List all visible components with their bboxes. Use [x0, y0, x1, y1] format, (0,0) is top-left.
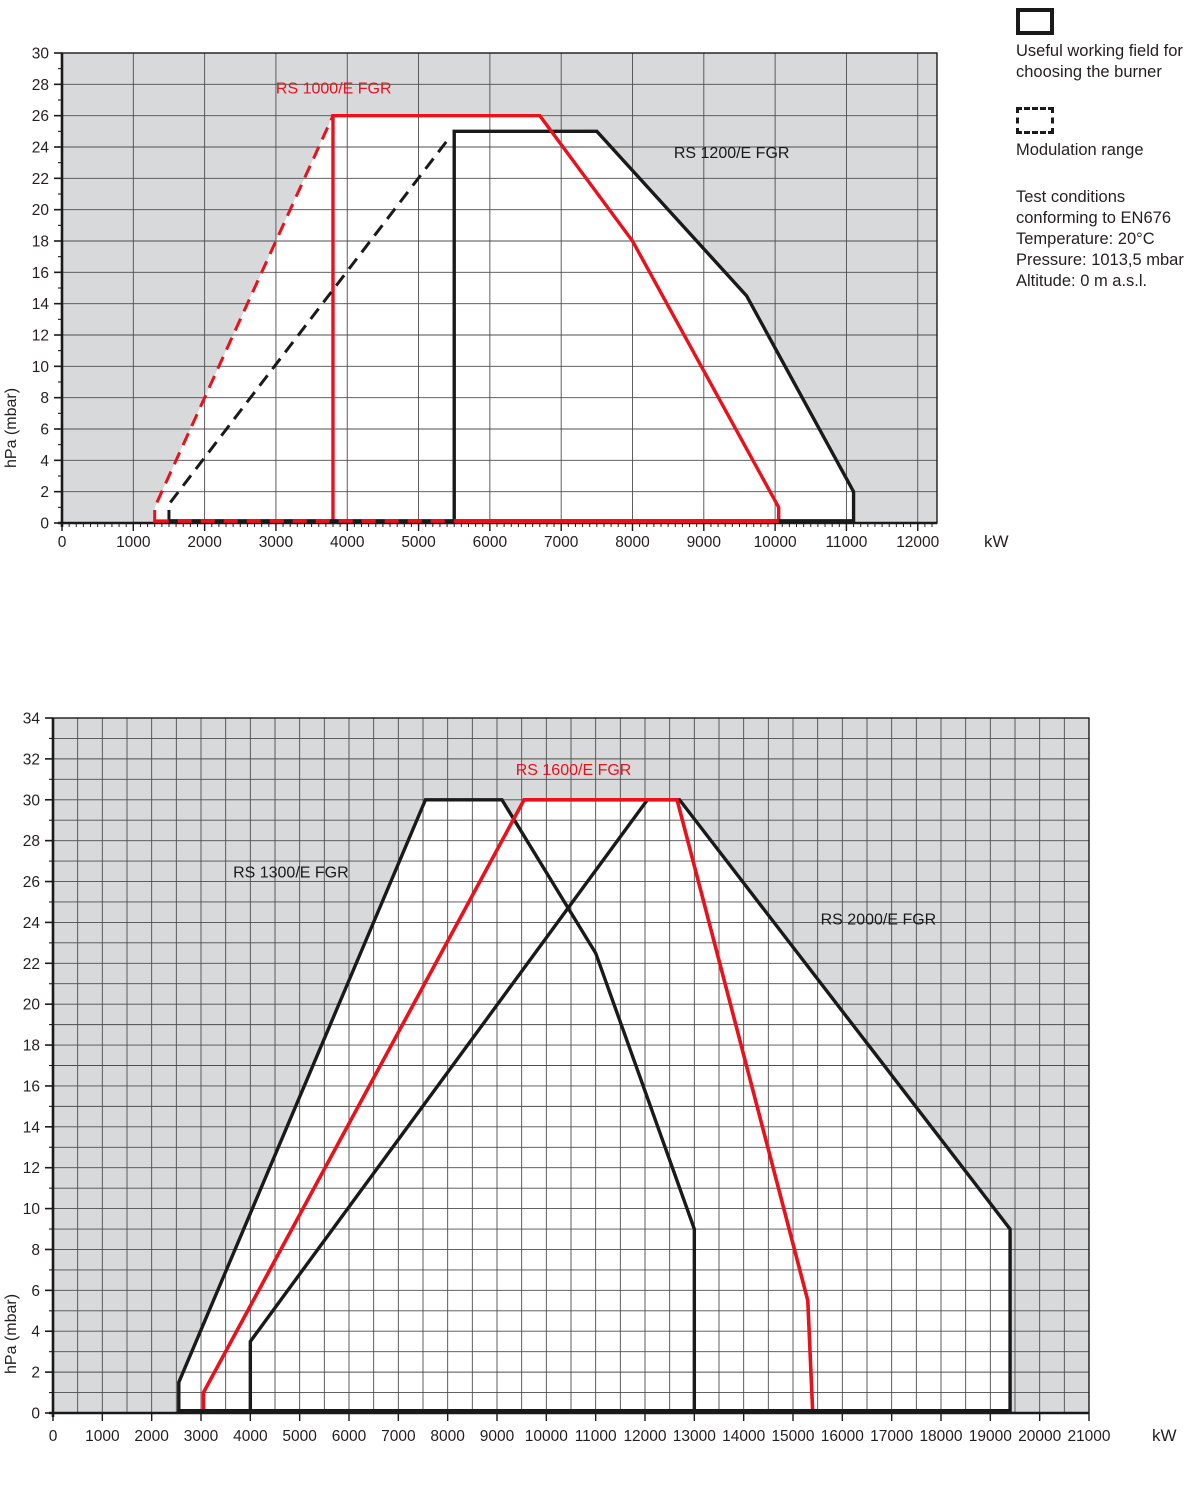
test-conditions-line: Pressure: 1013,5 mbar: [1016, 251, 1184, 269]
y-axis-tick-label: 16: [32, 265, 49, 282]
useful-working-field-icon: [1016, 8, 1054, 35]
x-axis-tick-label: 16000: [821, 1428, 864, 1445]
x-axis-tick-label: 8000: [430, 1428, 465, 1445]
y-axis-tick-label: 8: [31, 1242, 40, 1259]
y-axis-tick-label: 24: [32, 140, 50, 157]
y-axis-tick-label: 12: [32, 328, 49, 345]
curve-rs-1000-e-fgr-modulation-range: [153, 115, 335, 523]
x-axis-tick-label: 4000: [233, 1428, 268, 1445]
field-fill-rs-1000-e-fgr-modulation-range: [154, 115, 333, 524]
y-axis-tick-label: 18: [32, 234, 49, 251]
y-axis-tick-label: 4: [31, 1324, 40, 1341]
y-axis-tick-label: 34: [23, 711, 41, 728]
y-axis-tick-label: 14: [23, 1119, 41, 1136]
x-axis-tick-label: 6000: [473, 534, 508, 551]
y-axis-tick-label: 28: [23, 833, 40, 850]
curve-rs-1200-e-fgr-modulation-range: [167, 135, 452, 523]
y-axis-tick-label: 30: [23, 792, 41, 809]
x-axis-tick-label: 6000: [332, 1428, 367, 1445]
y-axis-tick-label: 12: [23, 1160, 40, 1177]
y-axis-tick-label: 20: [23, 997, 41, 1014]
test-conditions-line: Altitude: 0 m a.s.l.: [1016, 272, 1148, 290]
x-axis-tick-label: 17000: [870, 1428, 913, 1445]
y-axis-tick-label: 0: [40, 516, 49, 533]
x-axis-tick-label: 0: [58, 534, 67, 551]
x-axis-tick-label: 8000: [615, 534, 650, 551]
y-axis-tick-label: 2: [31, 1365, 40, 1382]
modulation-range-icon: [1016, 107, 1054, 134]
x-axis-tick-label: 5000: [282, 1428, 317, 1445]
x-axis-tick-label: 1000: [85, 1428, 120, 1445]
y-axis-tick-label: 30: [32, 46, 50, 63]
series-label: RS 1000/E FGR: [276, 81, 392, 98]
y-axis-tick-label: 24: [23, 915, 41, 932]
series-label: RS 2000/E FGR: [821, 911, 937, 928]
x-axis-tick-label: 4000: [330, 534, 365, 551]
x-axis-tick-label: 9000: [687, 534, 722, 551]
y-axis-tick-label: 26: [23, 874, 40, 891]
y-axis-tick-label: 10: [32, 359, 50, 376]
x-axis-tick-label: 10000: [525, 1428, 568, 1445]
x-axis-tick-label: 11000: [575, 1428, 617, 1445]
y-axis-tick-label: 6: [40, 422, 49, 439]
curve-rs-1600-e-fgr-useful-working-field: [201, 797, 815, 1414]
series-label: RS 1200/E FGR: [674, 145, 790, 162]
series-label: RS 1300/E FGR: [233, 864, 349, 881]
x-axis-tick-label: 3000: [184, 1428, 219, 1445]
x-axis-unit-label: kW: [984, 532, 1009, 551]
test-conditions-block: Test conditions conforming to EN676 Temp…: [1016, 187, 1192, 292]
curve-rs-1300-e-fgr-useful-working-field: [177, 798, 697, 1413]
y-axis-tick-label: 8: [40, 390, 49, 407]
x-axis-tick-label: 11000: [825, 534, 867, 551]
x-axis-tick-label: 0: [49, 1428, 58, 1445]
y-axis-tick-label: 14: [32, 296, 50, 313]
useful-working-field-label: Useful working field for choosing the bu…: [1016, 42, 1183, 81]
y-axis-tick-label: 28: [32, 77, 49, 94]
curve-rs-1000-e-fgr-useful-working-field: [331, 113, 781, 523]
x-axis-tick-label: 2000: [134, 1428, 169, 1445]
y-axis-tick-label: 26: [32, 108, 49, 125]
x-axis-tick-label: 5000: [401, 534, 436, 551]
x-axis-tick-label: 10000: [754, 534, 797, 551]
x-axis-tick-label: 7000: [544, 534, 579, 551]
x-axis-tick-label: 2000: [187, 534, 222, 551]
x-axis-tick-label: 1000: [116, 534, 151, 551]
test-conditions-line: Test conditions conforming to EN676: [1016, 188, 1172, 227]
x-axis-tick-label: 12000: [623, 1428, 666, 1445]
y-axis-tick-label: 20: [32, 202, 50, 219]
y-axis-title: hPa (mbar): [3, 388, 20, 468]
modulation-range-label: Modulation range: [1016, 141, 1144, 159]
curve-rs-1200-e-fgr-useful-working-field: [452, 129, 856, 523]
y-axis-tick-label: 18: [23, 1038, 40, 1055]
y-axis-tick-label: 22: [32, 171, 49, 188]
y-axis-tick-label: 16: [23, 1078, 40, 1095]
y-axis-tick-label: 10: [23, 1201, 41, 1218]
series-label: RS 1600/E FGR: [516, 762, 632, 779]
y-axis-tick-label: 6: [31, 1283, 40, 1300]
x-axis-tick-label: 14000: [722, 1428, 765, 1445]
legend-panel: Useful working field for choosing the bu…: [1016, 8, 1192, 292]
x-axis-tick-label: 12000: [896, 534, 939, 551]
x-axis-tick-label: 15000: [771, 1428, 814, 1445]
test-conditions-line: Temperature: 20°C: [1016, 230, 1155, 248]
x-axis-tick-label: 7000: [381, 1428, 416, 1445]
y-axis-title: hPa (mbar): [3, 1294, 20, 1374]
x-axis-tick-label: 19000: [969, 1428, 1012, 1445]
y-axis-tick-label: 32: [23, 751, 40, 768]
x-axis-tick-label: 20000: [1018, 1428, 1061, 1445]
y-axis-tick-label: 2: [40, 484, 49, 501]
y-axis-tick-label: 4: [40, 453, 49, 470]
x-axis-tick-label: 13000: [673, 1428, 716, 1445]
x-axis-unit-label: kW: [1152, 1426, 1177, 1445]
y-axis-tick-label: 22: [23, 956, 40, 973]
x-axis-tick-label: 21000: [1067, 1428, 1110, 1445]
x-axis-tick-label: 3000: [259, 534, 294, 551]
x-axis-tick-label: 9000: [480, 1428, 515, 1445]
x-axis-tick-label: 18000: [919, 1428, 962, 1445]
y-axis-tick-label: 0: [31, 1406, 40, 1423]
